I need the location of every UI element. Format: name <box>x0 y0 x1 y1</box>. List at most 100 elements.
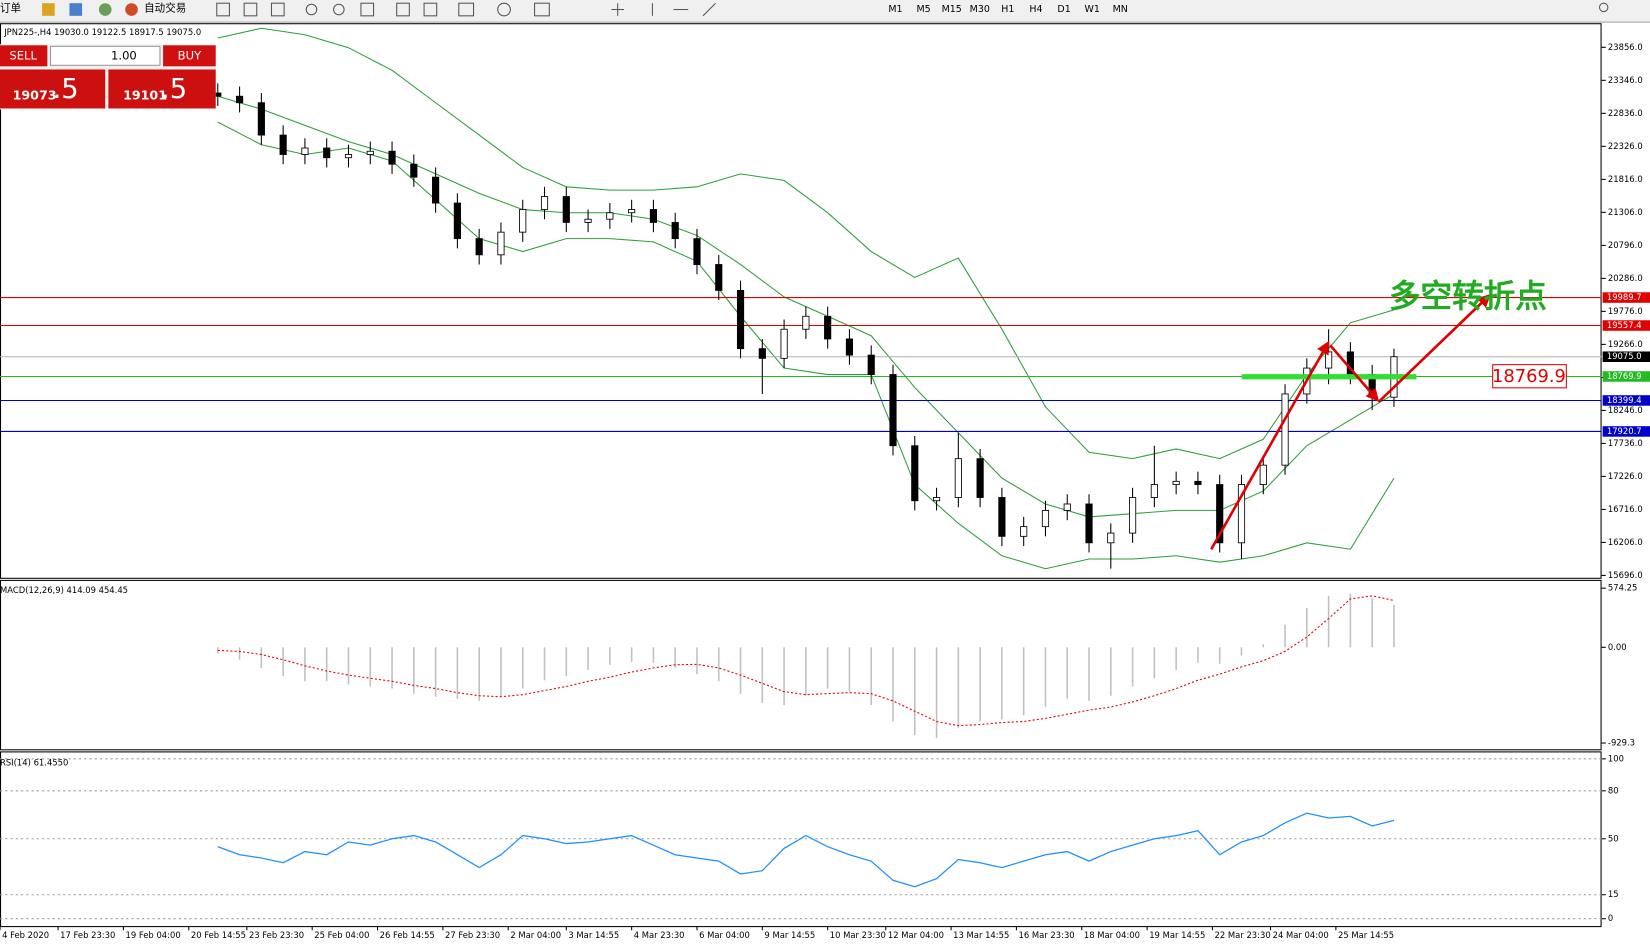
candle-body <box>1281 393 1289 466</box>
templates[interactable] <box>534 2 550 17</box>
drawings: 多空转折点 18769.9 <box>1210 279 1567 550</box>
tool-icon[interactable] <box>396 2 410 17</box>
timeframe-button[interactable]: D1 <box>1057 4 1070 15</box>
auto-trade-icon[interactable] <box>125 3 138 16</box>
y-tick-label: 17226.0 <box>1608 471 1643 481</box>
y-tick-label: 21816.0 <box>1608 174 1643 184</box>
periods[interactable] <box>497 2 511 17</box>
timeframe-button[interactable]: M15 <box>942 4 962 15</box>
y-tick-label: 22836.0 <box>1608 108 1643 118</box>
y-tick-label: 16206.0 <box>1608 537 1643 547</box>
x-tick-label: 22 Mar 23:30 <box>1215 930 1271 940</box>
candle-body <box>780 328 788 359</box>
auto-trade-button[interactable]: 自动交易 <box>144 1 186 14</box>
price-level-label: 19557.4 <box>1607 320 1642 330</box>
candle-body <box>279 134 287 155</box>
x-tick-label: 25 Mar 14:55 <box>1338 930 1394 940</box>
candle-body <box>649 209 657 223</box>
candle-body <box>1150 484 1158 498</box>
y-tick-label: 20286.0 <box>1608 273 1643 283</box>
x-tick-label: 19 Mar 14:55 <box>1149 930 1205 940</box>
timeframe-button[interactable]: MN <box>1113 4 1128 15</box>
y-tick-label: 19776.0 <box>1608 306 1643 316</box>
y-tick-label: 17736.0 <box>1608 438 1643 448</box>
candle-body <box>453 202 461 240</box>
tool-icon[interactable] <box>423 2 438 17</box>
sell-price-fraction[interactable]: .5 <box>53 74 79 105</box>
x-tick-label: 24 Mar 04:00 <box>1273 930 1329 940</box>
y-tick-label: -929.3 <box>1608 738 1635 748</box>
timeframe-button[interactable]: M1 <box>888 4 902 15</box>
toolbar-tools <box>216 2 1609 17</box>
x-tick-label: 9 Mar 14:55 <box>764 930 815 940</box>
toolbar-icon[interactable] <box>42 3 55 16</box>
y-tick-label: 23856.0 <box>1608 42 1643 52</box>
sell-button[interactable] <box>0 45 48 67</box>
timeframe-button[interactable]: H4 <box>1029 4 1042 15</box>
x-tick-label: 17 Feb 23:30 <box>60 930 115 940</box>
y-tick-label: 15 <box>1608 889 1619 899</box>
candle-body <box>236 95 244 104</box>
candle-body <box>998 497 1006 537</box>
toolbar <box>0 0 1650 23</box>
candle-body <box>824 315 832 340</box>
timeframe-button[interactable]: M30 <box>970 4 990 15</box>
candle-body <box>1237 484 1246 544</box>
buy-price[interactable]: 19101 <box>123 87 167 102</box>
candle-body <box>671 222 679 240</box>
timeframe-button[interactable]: M5 <box>916 4 930 15</box>
sell-price[interactable]: 19073 <box>13 87 57 102</box>
tool-icon[interactable] <box>243 2 258 17</box>
candle-body <box>519 209 527 233</box>
tool-icon[interactable] <box>360 2 375 17</box>
candle-body <box>802 315 810 330</box>
price-level-tag <box>1602 292 1650 303</box>
arrow <box>1329 344 1380 402</box>
buy-button[interactable] <box>163 45 216 67</box>
candle-body <box>344 154 353 159</box>
arrow <box>1210 340 1330 550</box>
price-level-tag <box>1602 395 1650 406</box>
search[interactable] <box>1598 2 1609 13</box>
rsi-line <box>217 812 1395 888</box>
toolbar-icon[interactable] <box>69 3 83 16</box>
zoom-out[interactable] <box>333 3 345 16</box>
candle-body <box>584 218 592 223</box>
x-tick-label: 6 Mar 04:00 <box>699 930 750 940</box>
sell-price-box[interactable] <box>0 69 106 109</box>
lots-value[interactable]: 1.00 <box>111 48 137 62</box>
x-tick-label: 4 Feb 2020 <box>2 930 49 940</box>
tool-icon[interactable] <box>216 2 230 17</box>
x-tick-label: 10 Mar 23:30 <box>830 930 886 940</box>
candle-body <box>736 289 745 350</box>
new-order-button[interactable]: 新订单 <box>0 1 21 14</box>
panel-title: MACD(12,26,9) 414.09 454.45 <box>0 585 128 595</box>
buy-label[interactable]: BUY <box>178 48 202 62</box>
y-tick-label: 18246.0 <box>1608 405 1643 415</box>
y-tick-label: 22326.0 <box>1608 141 1643 151</box>
x-tick-label: 3 Mar 14:55 <box>568 930 619 940</box>
tool-icon[interactable] <box>270 2 285 17</box>
indicators[interactable] <box>458 2 475 17</box>
y-tick-label: 100 <box>1608 753 1624 763</box>
y-tick-label: 15696.0 <box>1608 570 1643 580</box>
zoom-in[interactable] <box>305 3 318 16</box>
trendline[interactable] <box>702 2 716 17</box>
plots: JPN225-,H4 19030.0 19122.5 18917.5 19075… <box>0 27 1650 940</box>
candle-body <box>715 264 723 291</box>
panel-title: RSI(14) 61.4550 <box>0 757 68 767</box>
timeframe-button[interactable]: W1 <box>1084 4 1099 15</box>
buy-price-box[interactable] <box>108 69 216 109</box>
toolbar-icon[interactable] <box>98 3 112 16</box>
y-tick-label: 21306.0 <box>1608 207 1643 217</box>
timeframe-button[interactable]: H1 <box>1001 4 1014 15</box>
candle-body <box>388 150 396 165</box>
candle-body <box>366 150 374 155</box>
x-tick-label: 19 Feb 04:00 <box>126 930 181 940</box>
lots-input[interactable] <box>49 45 161 66</box>
x-tick-label: 23 Feb 23:30 <box>249 930 304 940</box>
buy-price-fraction[interactable]: .5 <box>161 74 187 105</box>
y-tick-label: 574.25 <box>1608 583 1637 593</box>
candle-body <box>1194 480 1202 485</box>
sell-label[interactable]: SELL <box>9 48 37 62</box>
